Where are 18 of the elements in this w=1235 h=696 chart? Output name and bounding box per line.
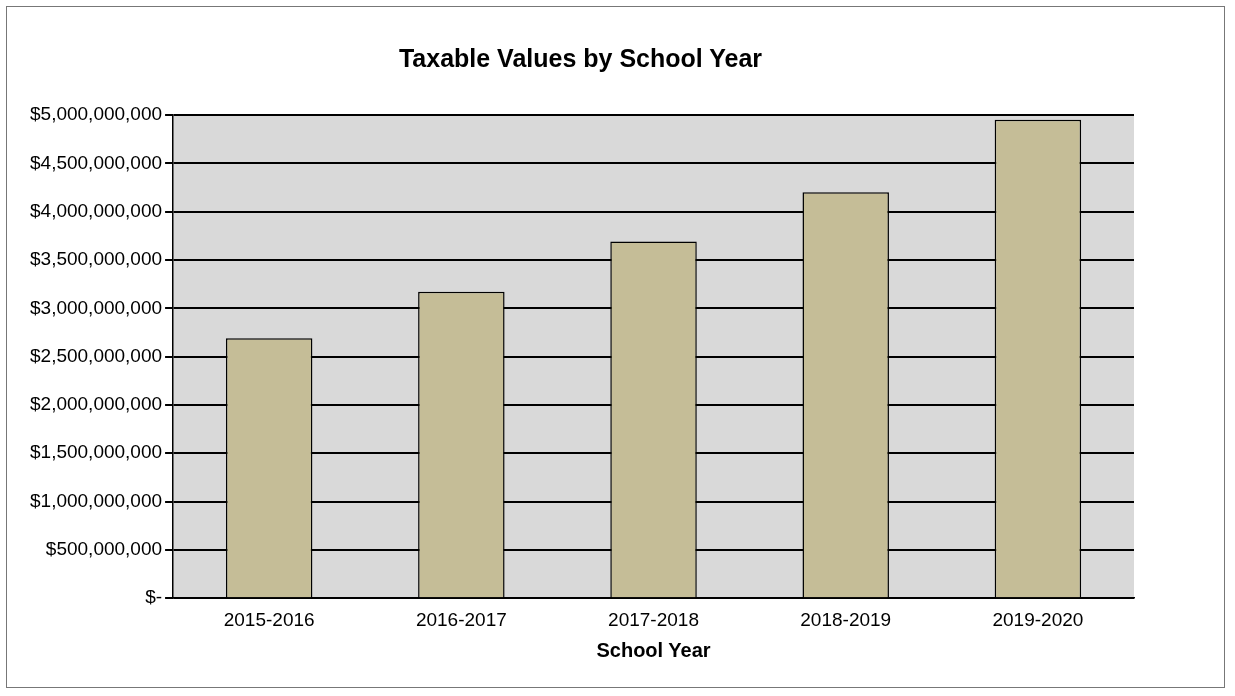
y-tick-label: $3,000,000,000 (29, 296, 163, 318)
y-tick-label: $500,000,000 (45, 538, 163, 560)
y-tick-label: $4,000,000,000 (29, 199, 163, 221)
x-tick-label: 2015-2016 (223, 608, 315, 630)
x-tick-label: 2016-2017 (415, 608, 507, 630)
chart-title: Taxable Values by School Year (398, 43, 763, 72)
y-tick-label: $2,000,000,000 (29, 393, 163, 415)
y-tick-label: $4,500,000,000 (29, 151, 163, 173)
y-tick-label: $3,500,000,000 (29, 248, 163, 270)
x-axis-title: School Year (596, 638, 711, 661)
y-tick-label: $2,500,000,000 (29, 344, 163, 366)
y-tick-label: $- (145, 586, 163, 608)
x-tick-label: 2017-2018 (608, 608, 699, 630)
x-tick-label: 2018-2019 (800, 608, 892, 630)
y-tick-label: $1,500,000,000 (29, 441, 163, 463)
y-tick-label: $1,000,000,000 (29, 489, 163, 511)
y-tick-label: $5,000,000,000 (29, 103, 163, 125)
x-tick-label: 2019-2020 (992, 608, 1084, 630)
